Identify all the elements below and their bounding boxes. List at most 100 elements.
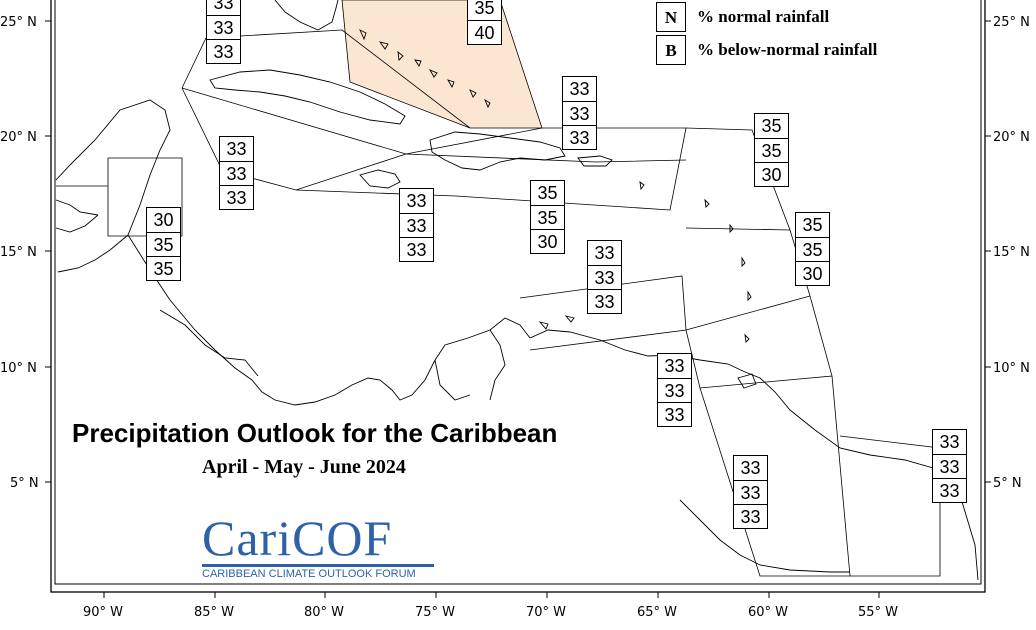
probability-value: 30: [153, 210, 174, 230]
probability-value: 30: [755, 162, 788, 186]
south-america-outline: [529, 329, 979, 581]
lon-label: 90° W: [83, 605, 123, 620]
probability-value: 33: [594, 243, 615, 263]
probability-value: 33: [563, 125, 596, 149]
zone-probability-box: 33 33 33: [932, 429, 967, 503]
bahamas-island: [397, 50, 404, 61]
abc-island: [538, 321, 549, 330]
zone-probability-box: 30 35 35: [146, 207, 181, 281]
zone-probability-box: 33 33 33: [562, 76, 597, 150]
probability-value: 33: [664, 356, 685, 376]
lat-label-right: 25° N: [993, 15, 1030, 30]
lat-label: 15° N: [0, 245, 37, 260]
probability-value: 35: [537, 183, 558, 203]
zone-boundary-cayman: [181, 87, 407, 191]
map-subtitle: April - May - June 2024: [202, 456, 406, 478]
zone-probability-box: 35 35 30: [754, 113, 789, 187]
probability-value: 33: [563, 101, 596, 125]
bahamas-island: [378, 41, 389, 50]
probability-value: 33: [734, 504, 767, 528]
probability-value: 35: [147, 256, 180, 280]
probability-value: 33: [588, 265, 621, 289]
probability-value: 33: [400, 213, 433, 237]
mexico-coast: [55, 199, 99, 216]
probability-value: 40: [468, 20, 501, 44]
probability-value: 35: [531, 205, 564, 229]
zone-probability-box: 33 33 33: [206, 0, 241, 64]
legend: N % normal rainfall B % below-normal rai…: [656, 0, 877, 66]
probability-value: 30: [531, 229, 564, 253]
logo-tagline: CARIBBEAN CLIMATE OUTLOOK FORUM: [202, 568, 416, 580]
lesser-antilles-island: [704, 198, 710, 208]
probability-value: 33: [400, 237, 433, 261]
probability-value: 33: [933, 454, 966, 478]
logo-wordmark: CariCOF: [202, 510, 393, 566]
lon-label: 55° W: [858, 605, 898, 620]
probability-value: 33: [740, 458, 761, 478]
mexico-south-coast: [55, 214, 99, 233]
probability-value: 35: [761, 116, 782, 136]
lesser-antilles-island: [747, 290, 752, 302]
probability-value: 35: [755, 138, 788, 162]
probability-value: 30: [796, 261, 829, 285]
lesser-antilles-island: [744, 333, 750, 343]
bahamas-island: [414, 59, 422, 67]
legend-row-normal: N % normal rainfall: [656, 0, 877, 33]
probability-value: 33: [939, 432, 960, 452]
lon-label: 85° W: [194, 605, 234, 620]
bahamas-island: [484, 98, 491, 109]
legend-label: % below-normal rainfall: [697, 39, 878, 59]
bahamas-island: [359, 29, 367, 41]
central-america-south-outline: [127, 234, 531, 406]
florida-outline: [274, 0, 339, 31]
lesser-antilles-island: [741, 256, 746, 268]
jamaica-outline: [359, 169, 401, 189]
zone-boundary-trinidad: [685, 295, 833, 389]
probability-value: 35: [802, 215, 823, 235]
zone-probability-box: 35 35 30: [795, 212, 830, 286]
map-title: Precipitation Outlook for the Caribbean: [72, 418, 558, 448]
bahamas-island: [428, 69, 438, 78]
bahamas-island: [469, 89, 477, 98]
cuba-outline: [209, 69, 406, 125]
probability-value: 33: [406, 191, 427, 211]
legend-row-below: B % below-normal rainfall: [656, 33, 877, 66]
puerto-rico-outline: [577, 155, 613, 167]
bahamas-island: [447, 79, 455, 89]
axis-ticks: [45, 20, 991, 598]
logo-underline: [202, 564, 434, 567]
zone-probability-box: 33 33 33: [219, 136, 254, 210]
legend-key: N: [656, 1, 686, 32]
lat-label: 5° N: [10, 476, 39, 491]
south-america-interior: [679, 499, 850, 573]
zone-probability-box: 35 35 30: [530, 180, 565, 254]
probability-value: 33: [569, 79, 590, 99]
probability-value: 33: [213, 0, 234, 13]
lesser-antilles-island: [639, 180, 645, 191]
small-islands: [359, 29, 752, 343]
colombia-inland: [434, 359, 471, 401]
probability-value: 33: [207, 15, 240, 39]
probability-value: 33: [933, 478, 966, 502]
legend-key: B: [656, 34, 686, 65]
probability-value: 33: [658, 378, 691, 402]
lon-label: 65° W: [637, 605, 677, 620]
lon-label: 60° W: [748, 605, 788, 620]
lon-label: 80° W: [304, 605, 344, 620]
zone-boundary-belize: [107, 157, 183, 237]
probability-value: 33: [207, 39, 240, 63]
map-inner-frame: [54, 0, 982, 585]
trinidad-outline: [737, 373, 757, 389]
probability-value: 33: [220, 185, 253, 209]
zone-boundary-suriname: [839, 435, 941, 577]
zone-probability-box: 33 33 33: [399, 188, 434, 262]
zone-boundary-hispaniola: [405, 153, 687, 163]
lon-label: 70° W: [526, 605, 566, 620]
lat-label-right: 20° N: [993, 130, 1030, 145]
probability-value: 33: [658, 402, 691, 426]
probability-value: 35: [147, 232, 180, 256]
land-outlines: [55, 0, 979, 581]
probability-value: 33: [226, 139, 247, 159]
zone-probability-box: 33 33 33: [587, 240, 622, 314]
